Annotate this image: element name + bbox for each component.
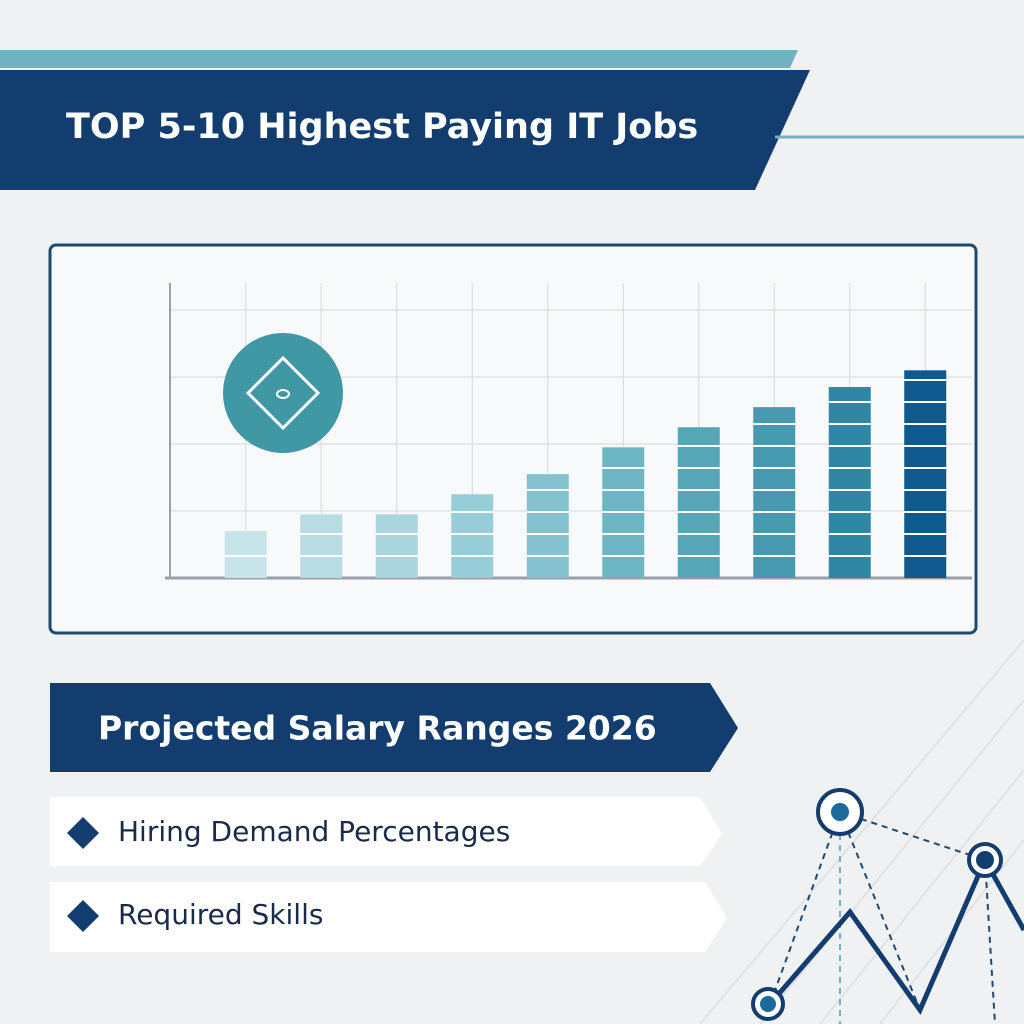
bar — [451, 494, 494, 578]
accent-strip — [0, 50, 798, 68]
icon-circle — [223, 333, 343, 453]
title: TOP 5-10 Highest Paying IT Jobs — [66, 107, 698, 147]
background-decoration — [699, 639, 1024, 1024]
network-decoration — [751, 788, 1024, 1024]
subtitle: Projected Salary Ranges 2026 — [98, 709, 657, 748]
item-text: Hiring Demand Percentages — [118, 815, 510, 848]
subtitle-banner — [50, 683, 738, 772]
item-card — [50, 882, 727, 952]
bar — [375, 514, 418, 578]
bar — [828, 387, 871, 578]
bar — [753, 407, 796, 578]
chart — [165, 283, 972, 580]
title-banner — [0, 70, 810, 190]
item-bullet — [67, 900, 99, 932]
bar — [300, 514, 343, 578]
icon-dot — [276, 389, 290, 399]
icon-diamond — [245, 355, 321, 431]
bar — [904, 370, 947, 578]
bar — [526, 474, 569, 578]
item-card — [50, 797, 722, 866]
item-bullet — [67, 817, 99, 849]
bar — [677, 427, 720, 578]
bar — [224, 531, 267, 578]
item-text: Required Skills — [118, 898, 323, 931]
